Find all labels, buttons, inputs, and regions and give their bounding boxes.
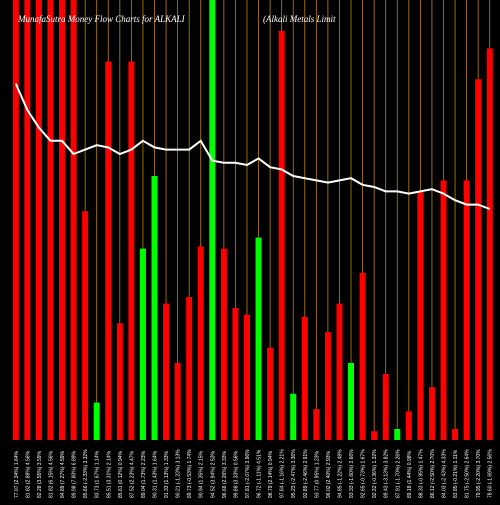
money-flow-bar xyxy=(243,314,250,440)
x-tick-label: 89.43 (-3.13%) 3.82% xyxy=(384,449,390,498)
money-flow-bar xyxy=(209,0,216,440)
x-tick-label: 85.51 (3.31%) 2.14% xyxy=(106,450,112,498)
x-tick-label: 85.66 (-2.33%) 3.32% xyxy=(83,449,89,498)
bar-layer xyxy=(12,0,493,441)
x-tick-label: 89.98 (7.80%) 6.89% xyxy=(72,450,78,498)
money-flow-bar xyxy=(405,411,412,440)
money-flow-bar xyxy=(475,79,482,440)
money-flow-bar xyxy=(139,248,146,440)
x-tick-label: 96.72 (-1.11%) 4.51% xyxy=(257,449,263,498)
x-tick-label: 88.33 (-0.95%) 1.47% xyxy=(418,449,424,498)
money-flow-bar xyxy=(151,176,158,440)
x-tick-label: 79.95 (-2.20%) 3.70% xyxy=(476,449,482,498)
x-tick-label: 81.82 (2.88%) 4.56% xyxy=(25,450,31,498)
x-tick-label: 83.85 (-0.21%) 1.11% xyxy=(453,449,459,498)
x-tick-label: 90.31 (1.43%) 1.64% xyxy=(153,450,159,498)
money-flow-bar xyxy=(12,0,19,440)
money-flow-bar xyxy=(220,248,227,440)
x-tick-label: 83.73 (1.67%) 1.14% xyxy=(95,450,101,498)
x-tick-label: 81.75 (-2.50%) 2.64% xyxy=(465,449,471,498)
money-flow-bar xyxy=(313,409,320,440)
money-flow-bar xyxy=(255,237,262,440)
x-tick-label: 94.85 (-1.22%) 2.48% xyxy=(337,449,343,498)
money-flow-bar xyxy=(301,316,308,440)
x-tick-label: 97.81 (-2.07%) 3.96% xyxy=(245,449,251,498)
money-flow-bar xyxy=(371,431,378,440)
money-flow-bar xyxy=(24,0,31,440)
money-flow-bar xyxy=(324,332,331,440)
x-tick-label: 78.60 (-1.69%) 2.56% xyxy=(488,449,494,498)
money-flow-bar xyxy=(174,363,181,440)
money-flow-bar xyxy=(105,61,112,440)
money-flow-bar xyxy=(59,0,66,440)
money-flow-bar xyxy=(70,0,77,440)
x-tick-label: 89.18 (1.44%) 0.98% xyxy=(407,450,413,498)
x-tick-label: 89.73 (-0.53%) 1.74% xyxy=(187,449,193,498)
x-tick-label: 87.91 (-1.70%) 2.26% xyxy=(395,449,401,498)
money-flow-bar xyxy=(197,246,204,440)
x-tick-label: 98.79 (2.14%) 0.94% xyxy=(268,450,274,498)
money-flow-bar xyxy=(394,429,401,440)
x-tick-label: 99.88 (3.33%) 0.56% xyxy=(233,450,239,498)
money-flow-bar xyxy=(128,61,135,440)
x-tick-label: 90.21 (-1.23%) 3.13% xyxy=(176,449,182,498)
money-flow-bar xyxy=(163,303,170,440)
x-tick-label: 77.07 (2.34%) 1.64% xyxy=(14,450,20,498)
x-tick-label: 97.64 (-1.16%) 2.21% xyxy=(280,449,286,498)
money-flow-bar xyxy=(417,191,424,440)
x-tick-label: 90.94 (1.35%) 2.15% xyxy=(199,450,205,498)
money-flow-bar xyxy=(116,323,123,440)
x-tick-label: 87.52 (2.23%) 4.47% xyxy=(129,450,135,498)
money-flow-bar xyxy=(278,30,285,441)
money-flow-bar xyxy=(232,308,239,440)
x-tick-label: 91.33 (1.13%) 1.33% xyxy=(164,450,170,498)
x-tick-label: 92.89 (-2.46%) 2.91% xyxy=(303,449,309,498)
money-flow-bar xyxy=(486,48,493,441)
x-tick-label: 94.52 (3.94%) 2.53% xyxy=(210,450,216,498)
x-tick-label: 85.61 (0.12%) 0.94% xyxy=(118,450,124,498)
money-flow-bar xyxy=(267,347,274,440)
money-flow-bar xyxy=(47,0,54,440)
money-flow-bar xyxy=(82,211,89,440)
money-flow-bar xyxy=(186,297,193,440)
price-line xyxy=(14,83,491,210)
money-flow-bar xyxy=(348,363,355,440)
chart-title: MunafaSutra Money Flow Charts for ALKALI xyxy=(18,14,185,24)
money-flow-bar xyxy=(359,272,366,440)
money-flow-bar xyxy=(440,180,447,440)
money-flow-bar xyxy=(336,303,343,440)
x-tick-label: 95.23 (-2.47%) 3.36% xyxy=(291,449,297,498)
money-flow-bar xyxy=(428,387,435,440)
x-tick-label: 81.82 (6.15%) 4.56% xyxy=(48,450,54,498)
money-flow-bar xyxy=(35,0,42,440)
money-flow-bar xyxy=(463,180,470,440)
money-flow-bar xyxy=(290,393,297,440)
x-tick-label: 92.32 (-0.36%) 1.32% xyxy=(372,449,378,498)
line-layer xyxy=(14,83,491,210)
x-tick-label: 96.02 (2.40%) 2.93% xyxy=(326,450,332,498)
money-flow-bar xyxy=(382,374,389,440)
money-flow-bar xyxy=(452,429,459,440)
x-tick-label: 92.65 (-0.73%) 1.67% xyxy=(361,449,367,498)
tick-layer: 77.07 (2.34%) 1.64% 81.82 (2.88%) 4.56% 82… xyxy=(14,449,494,498)
x-tick-label: 82.28 (3.55%) 3.59% xyxy=(37,450,43,498)
x-tick-label: 86.12 (-2.50%) 2.70% xyxy=(430,449,436,498)
money-flow-bar xyxy=(93,402,100,440)
x-tick-label: 93.33 (-1.60%) 2.66% xyxy=(349,449,355,498)
x-tick-label: 84.89 (7.27%) 4.59% xyxy=(60,450,66,498)
x-tick-label: 96.66 (2.26%) 3.33% xyxy=(222,450,228,498)
x-tick-label: 84.03 (-2.43%) 4.33% xyxy=(442,449,448,498)
x-tick-label: 89.04 (1.73%) 2.23% xyxy=(141,450,147,498)
x-tick-label: 93.77 (0.95%) 1.23% xyxy=(314,450,320,498)
chart-subtitle: (Alkali Metals Limit xyxy=(263,14,336,24)
